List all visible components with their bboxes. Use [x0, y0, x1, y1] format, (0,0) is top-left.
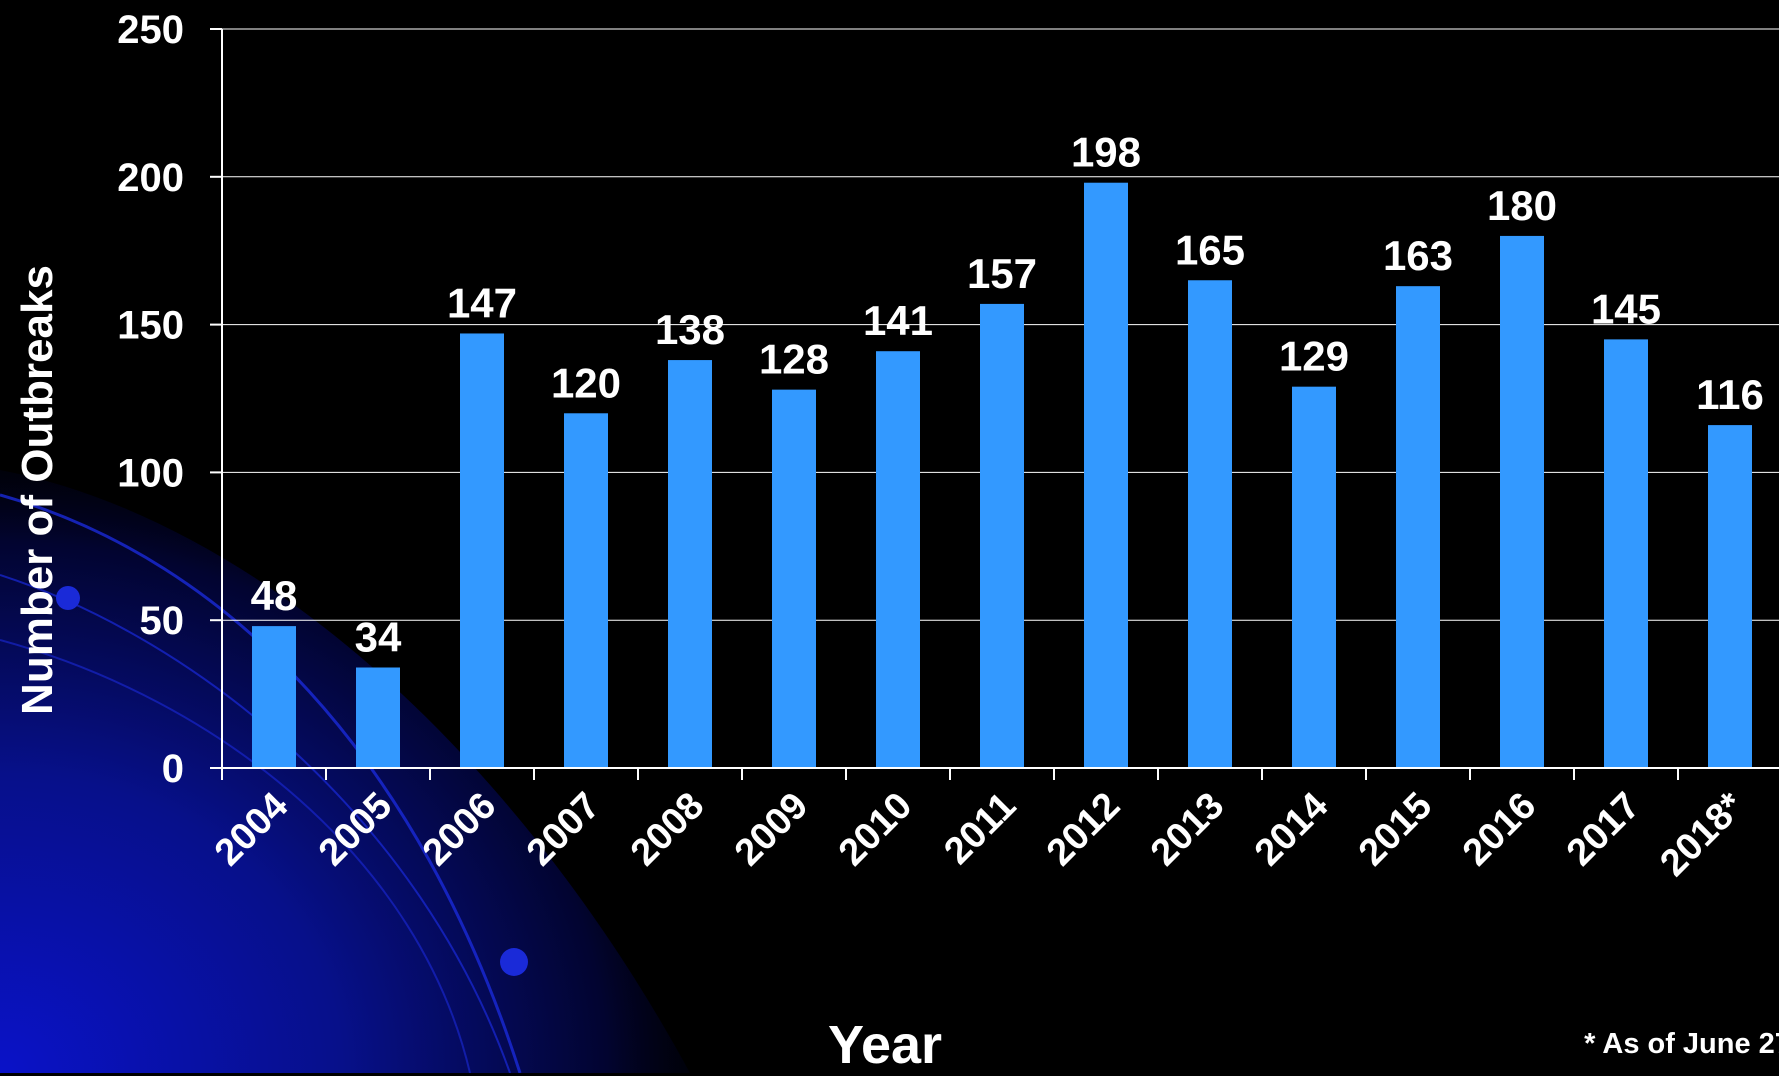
bar-2011	[980, 303, 1024, 768]
bar-2016	[1500, 235, 1544, 769]
data-label: 165	[1175, 226, 1245, 273]
bar-2004	[252, 626, 296, 768]
x-tick-label: 2013	[1143, 785, 1232, 874]
bar-2015	[1396, 286, 1440, 768]
arc-line	[0, 493, 522, 1073]
y-tick-label: 150	[117, 304, 184, 348]
x-tick-label: 2010	[831, 785, 920, 874]
footnote: * As of June 27,	[1584, 1028, 1779, 1060]
bar-2006	[460, 333, 504, 768]
bar-2009	[772, 389, 816, 768]
x-tick-label: 2004	[207, 785, 296, 874]
x-tick-label: 2005	[311, 785, 400, 874]
arc-line	[0, 574, 511, 1073]
bar-2005	[356, 667, 400, 768]
data-label: 163	[1383, 232, 1453, 279]
data-label: 128	[759, 336, 829, 383]
data-label: 34	[355, 613, 402, 660]
y-tick-label: 200	[117, 156, 184, 200]
bar-2017	[1604, 339, 1648, 768]
x-tick-label: 2014	[1247, 785, 1336, 874]
blue-swoosh-shape	[0, 470, 690, 1073]
bars	[252, 182, 1752, 769]
y-tick-label: 100	[117, 451, 184, 495]
data-label: 129	[1279, 333, 1349, 380]
data-label: 138	[655, 306, 725, 353]
arc-line	[0, 639, 471, 1073]
x-tick-label: 2009	[727, 785, 816, 874]
bar-2008	[668, 360, 712, 768]
bar-2010	[876, 351, 920, 768]
data-label: 48	[251, 572, 298, 619]
x-tick-label: 2012	[1039, 785, 1128, 874]
x-tick-label: 2016	[1455, 785, 1544, 874]
x-axis-title: Year	[827, 1015, 943, 1075]
y-tick-label: 0	[162, 747, 184, 791]
data-labels: 48 34 147 120 138 128 141 157 198 165 129 163 180 145…	[251, 129, 1764, 661]
data-label: 120	[551, 359, 621, 406]
data-label: 198	[1071, 129, 1141, 176]
data-label: 116	[1696, 371, 1764, 418]
x-tick-label: 2017	[1559, 785, 1648, 874]
bar-2013	[1188, 280, 1232, 768]
bar-2018*	[1708, 425, 1752, 768]
bar-2014	[1292, 386, 1336, 768]
x-axis-ticks: 2004 2005 2006 2007 2008 2009 2010 2011 2012 2013…	[207, 768, 1753, 885]
y-tick-label: 250	[117, 8, 184, 52]
x-tick-label: 2006	[415, 785, 504, 874]
bar-2012	[1084, 182, 1128, 768]
x-tick-label: 2011	[936, 785, 1024, 873]
data-label: 157	[967, 250, 1037, 297]
data-label: 145	[1591, 285, 1661, 332]
y-axis-label-container: Number of Outbreaks	[8, 0, 68, 1073]
y-tick-label: 50	[140, 599, 185, 643]
data-label: 180	[1487, 182, 1557, 229]
data-label: 141	[863, 297, 933, 344]
y-axis-ticks: 0 50 100 150 200 250	[117, 8, 222, 791]
x-tick-label: 2007	[519, 785, 608, 874]
x-tick-label: 2008	[623, 785, 712, 874]
orb-decoration	[500, 948, 528, 976]
bar-2007	[564, 413, 608, 768]
y-axis-title: Number of Outbreaks	[13, 265, 62, 715]
x-tick-label: 2018*	[1652, 785, 1752, 885]
data-label: 147	[447, 279, 517, 326]
x-tick-label: 2015	[1351, 785, 1440, 874]
orb-decoration	[56, 586, 80, 610]
